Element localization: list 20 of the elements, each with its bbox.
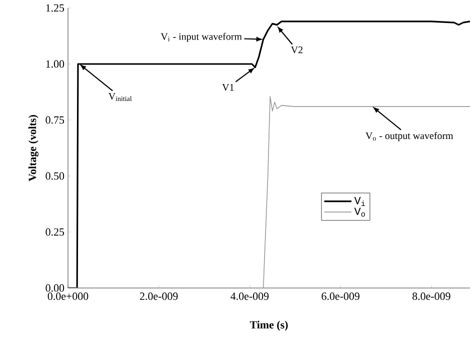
y-tick-label: 0.00 [46,284,64,292]
annotation: V$_{i}$ - input waveform [160,32,242,42]
x-tick-label: 2.0e-009 [140,292,178,300]
y-tick-label: 1.00 [46,60,64,68]
y-tick-label: 1.25 [46,4,64,12]
x-tick-label: 4.0e-009 [230,292,269,300]
y-tick-label: 0.25 [46,228,64,236]
legend-label: V$_{i}$ [354,196,366,206]
x-tick-label: 6.0e-009 [322,292,360,300]
y-tick-label: 0.75 [46,116,64,124]
legend-label: V$_{o}$ [354,208,365,217]
x-tick-label: 0.0e+000 [48,292,88,300]
annotation: V2 [290,46,302,54]
x-axis-title: Time (s) [250,320,288,331]
x-tick-label: 8.0e-009 [412,292,450,300]
annotation: V$_{o}$ - output waveform [366,132,454,142]
annotation: V1 [222,84,234,91]
y-axis-title: Voltage (volts) [28,115,38,182]
annotation: V$_{initial}$ [108,92,132,102]
y-tick-label: 0.50 [46,172,64,180]
